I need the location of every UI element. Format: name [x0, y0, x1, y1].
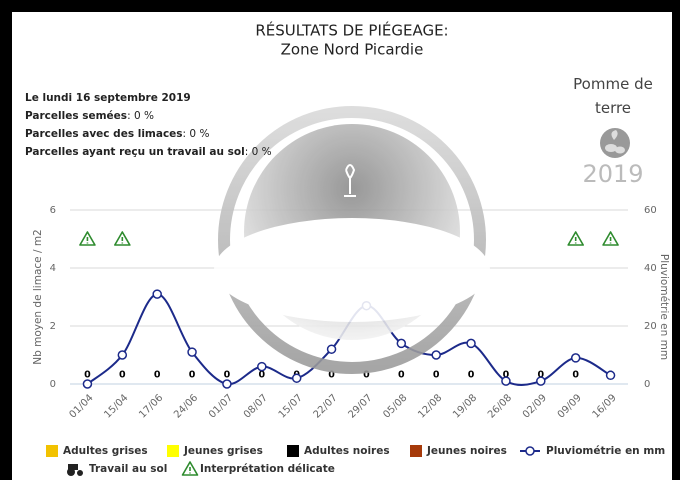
- line-point: [501, 376, 511, 386]
- ring: [218, 106, 486, 374]
- x-tick-label: 29/07: [347, 392, 375, 420]
- loading-overlay: [214, 106, 490, 374]
- tractor-icon: [67, 468, 75, 476]
- x-tick-label: 15/04: [102, 392, 130, 420]
- line-point: [152, 289, 162, 299]
- data-label: 0: [503, 370, 510, 381]
- info-value: : 0 %: [244, 146, 272, 158]
- x-tick-label: 02/09: [521, 392, 549, 420]
- info-date: Le lundi 16 septembre 2019: [25, 92, 191, 104]
- legend-swatch: [410, 445, 422, 457]
- line-point: [291, 373, 302, 383]
- x-tick-label: 05/08: [381, 392, 409, 420]
- tractor-icon: [77, 470, 83, 476]
- legend-label: Jeunes grises: [183, 445, 263, 457]
- legend-swatch: [167, 445, 179, 457]
- legend-swatch: [287, 445, 299, 457]
- chart-subtitle: Zone Nord Picardie: [281, 41, 424, 59]
- x-tick-label: 16/09: [591, 392, 619, 420]
- data-label: 0: [572, 370, 579, 381]
- data-label: 0: [189, 370, 196, 381]
- y-tick-label: 0: [50, 379, 56, 390]
- line-point: [117, 350, 128, 360]
- legend-swatch: [46, 445, 58, 457]
- line-point: [326, 344, 337, 354]
- line-point: [466, 338, 476, 349]
- legend-swatch: [525, 446, 535, 456]
- y-tick-label: 4: [50, 263, 56, 274]
- warning-marker: [567, 231, 584, 246]
- line-point: [222, 379, 232, 389]
- date: Le lundi 16 septembre 2019: [25, 92, 191, 104]
- data-label: 0: [398, 370, 405, 381]
- line-point: [570, 353, 581, 363]
- line-point: [82, 379, 93, 389]
- x-tick-label: 15/07: [277, 392, 305, 420]
- crop-name: Pomme de terre: [573, 75, 653, 117]
- x-tick-label: 09/09: [556, 392, 584, 420]
- info-label: Parcelles semées: [25, 110, 128, 122]
- tractor-icon: [68, 464, 78, 470]
- info-label: Parcelles ayant reçu un travail au sol: [25, 146, 245, 158]
- y2-axis-title: Pluviométrie en mm: [658, 254, 670, 360]
- warning-marker: [79, 231, 96, 246]
- data-label: 0: [363, 370, 370, 381]
- line-point: [257, 361, 267, 372]
- chart-title: RÉSULTATS DE PIÉGEAGE:: [255, 21, 448, 40]
- y2-tick-label: 60: [644, 205, 657, 216]
- data-label: 0: [154, 370, 161, 381]
- data-label: 0: [84, 370, 91, 381]
- x-tick-label: 22/07: [312, 392, 340, 420]
- x-tick-label: 26/08: [486, 392, 514, 420]
- warning-marker: [114, 231, 131, 246]
- data-label: 0: [538, 370, 545, 381]
- x-tick-label: 12/08: [416, 392, 444, 420]
- crop-year: 2019: [582, 160, 644, 188]
- legend-label: Interprétation délicate: [200, 463, 335, 475]
- info-label: Parcelles avec des limaces: [25, 128, 183, 140]
- x-tick-label: 01/07: [207, 392, 235, 420]
- line-point: [187, 347, 197, 357]
- y2-tick-label: 40: [644, 263, 657, 274]
- data-label: 0: [468, 370, 475, 381]
- x-tick-label: 19/08: [451, 392, 479, 420]
- lens: [214, 218, 490, 322]
- info-line: Parcelles semées: 0 %: [25, 110, 154, 122]
- info-value: : 0 %: [127, 110, 154, 122]
- y-tick-label: 6: [50, 205, 56, 216]
- data-label: 0: [433, 370, 440, 381]
- data-label: 0: [259, 370, 266, 381]
- info-line: Parcelles avec des limaces: 0 %: [25, 128, 209, 140]
- legend-label: Adultes noires: [304, 445, 390, 457]
- legend-swatch: [181, 461, 199, 476]
- y-tick-label: 2: [50, 321, 56, 332]
- legend-label: Jeunes noires: [426, 445, 507, 457]
- y2-tick-label: 20: [644, 321, 657, 332]
- x-tick-label: 01/04: [68, 392, 96, 420]
- line-point: [396, 338, 407, 349]
- legend-label: Travail au sol: [89, 463, 167, 475]
- line-point: [536, 376, 546, 386]
- info-line: Parcelles ayant reçu un travail au sol: …: [25, 146, 272, 158]
- y-axis-title: Nb moyen de limace / m2: [32, 229, 44, 365]
- line-point: [605, 370, 616, 381]
- data-label: 0: [328, 370, 335, 381]
- x-tick-label: 24/06: [172, 392, 200, 420]
- info-value: : 0 %: [182, 128, 210, 140]
- data-label: 0: [224, 370, 231, 381]
- data-label: 0: [119, 370, 126, 381]
- y2-tick-label: 0: [644, 379, 650, 390]
- line-point: [431, 350, 441, 360]
- legend: Adultes grises Jeunes grises Adultes noire…: [46, 445, 665, 476]
- warning-marker: [602, 231, 619, 246]
- x-tick-label: 08/07: [242, 392, 270, 420]
- legend-label: Pluviométrie en mm: [546, 445, 665, 457]
- flower-icon: [344, 164, 356, 197]
- x-tick-label: 17/06: [137, 392, 165, 420]
- legend-label: Adultes grises: [63, 445, 148, 457]
